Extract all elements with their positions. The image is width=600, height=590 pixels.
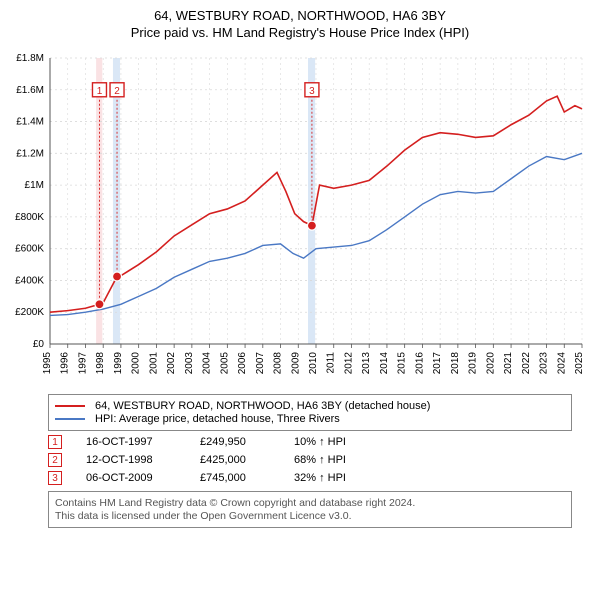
svg-text:£0: £0 [33,339,45,350]
svg-text:2013: 2013 [361,352,372,375]
event-row: 1 16-OCT-1997 £249,950 10% ↑ HPI [48,435,572,449]
svg-text:2015: 2015 [397,352,408,375]
event-marker-icon: 1 [48,435,62,449]
legend-swatch [55,418,85,420]
svg-text:2014: 2014 [379,352,390,375]
svg-text:2019: 2019 [468,352,479,375]
svg-text:£1.2M: £1.2M [16,148,44,159]
event-delta: 32% ↑ HPI [294,472,346,484]
footnote-line: Contains HM Land Registry data © Crown c… [55,497,565,509]
svg-text:£1.8M: £1.8M [16,53,44,64]
svg-text:£800K: £800K [15,212,44,223]
svg-text:2000: 2000 [131,352,142,375]
event-marker-icon: 3 [48,471,62,485]
svg-text:2001: 2001 [148,352,159,375]
svg-text:£1M: £1M [25,180,44,191]
chart-title-block: 64, WESTBURY ROAD, NORTHWOOD, HA6 3BY Pr… [8,8,592,40]
svg-text:2008: 2008 [273,352,284,375]
svg-text:£200K: £200K [15,307,44,318]
svg-text:1995: 1995 [42,352,53,375]
svg-text:£600K: £600K [15,244,44,255]
svg-text:1998: 1998 [95,352,106,375]
event-date: 06-OCT-2009 [86,472,176,484]
svg-text:1997: 1997 [77,352,88,375]
event-date: 12-OCT-1998 [86,454,176,466]
svg-text:2012: 2012 [343,352,354,375]
event-delta: 68% ↑ HPI [294,454,346,466]
svg-text:2009: 2009 [290,352,301,375]
legend-swatch [55,405,85,407]
svg-text:2003: 2003 [184,352,195,375]
svg-text:2005: 2005 [219,352,230,375]
svg-text:2023: 2023 [539,352,550,375]
event-delta: 10% ↑ HPI [294,436,346,448]
svg-text:2004: 2004 [202,352,213,375]
svg-text:£1.4M: £1.4M [16,117,44,128]
svg-text:2: 2 [114,86,120,97]
event-price: £425,000 [200,454,270,466]
legend-label: 64, WESTBURY ROAD, NORTHWOOD, HA6 3BY (d… [95,400,430,412]
svg-text:2022: 2022 [521,352,532,375]
footnote-line: This data is licensed under the Open Gov… [55,510,565,522]
svg-text:2011: 2011 [326,352,337,374]
svg-text:2018: 2018 [450,352,461,375]
legend-label: HPI: Average price, detached house, Thre… [95,413,340,425]
svg-text:2010: 2010 [308,352,319,375]
legend-item: 64, WESTBURY ROAD, NORTHWOOD, HA6 3BY (d… [55,400,565,412]
svg-text:£400K: £400K [15,275,44,286]
legend-item: HPI: Average price, detached house, Thre… [55,413,565,425]
svg-text:3: 3 [309,86,315,97]
event-marker-icon: 2 [48,453,62,467]
svg-text:2002: 2002 [166,352,177,375]
svg-text:2017: 2017 [432,352,443,375]
svg-text:1: 1 [97,86,103,97]
svg-text:2021: 2021 [503,352,514,375]
event-price: £249,950 [200,436,270,448]
svg-text:£1.6M: £1.6M [16,85,44,96]
svg-text:2007: 2007 [255,352,266,375]
event-row: 2 12-OCT-1998 £425,000 68% ↑ HPI [48,453,572,467]
event-price: £745,000 [200,472,270,484]
svg-text:2020: 2020 [485,352,496,375]
chart-title-line1: 64, WESTBURY ROAD, NORTHWOOD, HA6 3BY [8,8,592,23]
chart-title-line2: Price paid vs. HM Land Registry's House … [8,25,592,40]
event-list: 1 16-OCT-1997 £249,950 10% ↑ HPI 2 12-OC… [48,435,572,485]
svg-text:2024: 2024 [556,352,567,375]
event-row: 3 06-OCT-2009 £745,000 32% ↑ HPI [48,471,572,485]
legend: 64, WESTBURY ROAD, NORTHWOOD, HA6 3BY (d… [48,394,572,431]
footnote: Contains HM Land Registry data © Crown c… [48,491,572,528]
svg-text:2006: 2006 [237,352,248,375]
svg-text:2016: 2016 [414,352,425,375]
event-date: 16-OCT-1997 [86,436,176,448]
svg-text:1999: 1999 [113,352,124,375]
line-chart-svg: £0 £200K £400K £600K £800K £1M £1.2M £1.4M £1.6M… [8,48,592,388]
svg-text:2025: 2025 [574,352,585,375]
svg-text:1996: 1996 [60,352,71,375]
chart-area: £0 £200K £400K £600K £800K £1M £1.2M £1.4M £1.6M… [8,48,592,388]
